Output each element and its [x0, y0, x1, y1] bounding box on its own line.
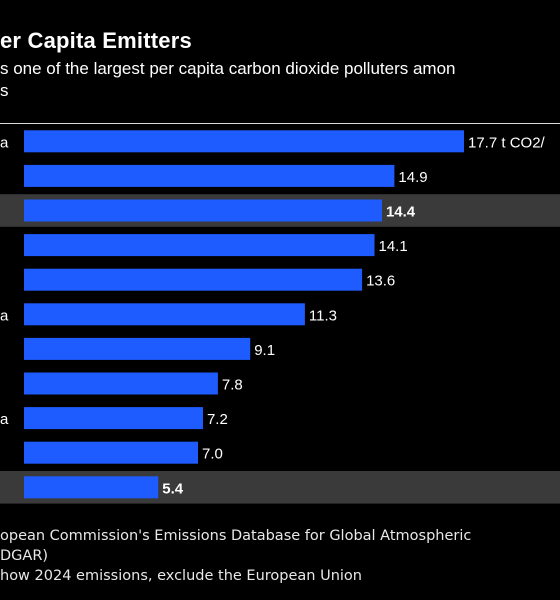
data-label: 11.3	[309, 307, 337, 324]
source-line-2: DGAR)	[0, 548, 49, 564]
chart-source: opean Commission's Emissions Database fo…	[0, 526, 560, 566]
chart-subtitle: s one of the largest per capita carbon d…	[0, 58, 560, 102]
bar	[24, 130, 464, 153]
data-label: 9.1	[254, 342, 275, 359]
category-label: a	[0, 411, 9, 428]
category-label: a	[0, 307, 9, 324]
bar	[24, 337, 251, 360]
bar-chart: 17.7 t CO2/a 14.9 14.4 14.1 13.6 11.3 a 9.1 7.8 7…	[0, 130, 560, 504]
subtitle-line-2: s	[0, 81, 9, 100]
bar	[24, 268, 363, 291]
bar	[24, 234, 375, 257]
header-divider	[0, 123, 560, 124]
bar	[24, 476, 159, 499]
data-label: 7.2	[207, 411, 228, 428]
data-label: 14.1	[379, 238, 408, 255]
category-label: a	[0, 134, 9, 151]
bar	[24, 441, 199, 464]
bar	[24, 199, 382, 222]
chart-title: er Capita Emitters	[0, 28, 192, 53]
data-label: 17.7 t CO2/	[468, 134, 546, 151]
data-label: 5.4	[162, 480, 184, 497]
bar	[24, 372, 218, 395]
data-label: 7.0	[202, 446, 223, 463]
bar	[24, 164, 395, 187]
bar	[24, 303, 305, 326]
data-label: 13.6	[366, 273, 395, 290]
bar	[24, 407, 203, 430]
data-label: 14.4	[386, 204, 416, 221]
source-line-1: opean Commission's Emissions Database fo…	[0, 528, 472, 544]
chart-note: how 2024 emissions, exclude the European…	[0, 568, 362, 584]
subtitle-line-1: s one of the largest per capita carbon d…	[0, 59, 456, 78]
data-label: 14.9	[398, 169, 427, 186]
data-label: 7.8	[222, 377, 243, 394]
